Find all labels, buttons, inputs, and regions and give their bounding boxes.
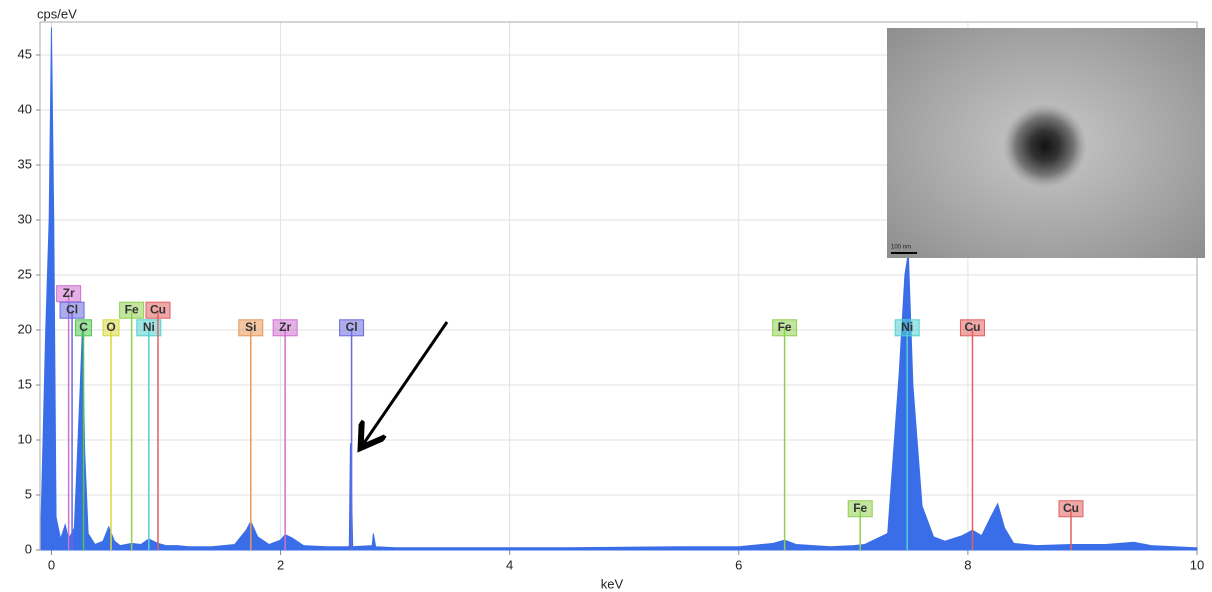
spectrum-area <box>40 27 1198 551</box>
element-label: Cu <box>964 320 980 334</box>
element-label-box <box>102 319 120 337</box>
inset-image: 100 nm <box>887 28 1205 258</box>
y-axis-label: cps/eV <box>37 6 77 21</box>
y-tick-label: 30 <box>18 211 32 226</box>
y-tick-label: 40 <box>18 101 32 116</box>
x-tick-label: 6 <box>735 557 742 572</box>
element-label-box <box>894 319 920 337</box>
element-label-box <box>772 319 798 337</box>
y-tick-label: 20 <box>18 321 32 336</box>
y-tick-label: 15 <box>18 376 32 391</box>
element-label-box <box>339 319 365 337</box>
element-label-box <box>59 301 85 319</box>
element-label-box <box>238 319 264 337</box>
element-label: Cl <box>346 320 358 334</box>
y-tick-label: 25 <box>18 266 32 281</box>
y-tick-label: 35 <box>18 156 32 171</box>
arrow <box>364 321 449 443</box>
x-tick-label: 8 <box>964 557 971 572</box>
element-label: Cu <box>1063 501 1079 515</box>
element-label-box <box>136 319 162 337</box>
element-label: Fe <box>853 501 867 515</box>
element-label: Fe <box>778 320 792 334</box>
element-label: C <box>79 320 88 334</box>
x-tick-label: 0 <box>48 557 55 572</box>
element-label: Fe <box>125 302 139 316</box>
element-label-box <box>75 319 93 337</box>
y-tick-label: 10 <box>18 431 32 446</box>
y-tick-label: 45 <box>18 46 32 61</box>
element-label: Si <box>245 320 256 334</box>
element-label: Zr <box>63 286 75 300</box>
element-label: O <box>106 320 115 334</box>
inset-scale-label: 100 nm <box>891 245 911 251</box>
element-label-box <box>145 301 171 319</box>
x-tick-label: 10 <box>1190 557 1204 572</box>
element-label-box <box>847 500 873 518</box>
element-label: Zr <box>279 320 291 334</box>
y-tick-label: 0 <box>25 541 32 556</box>
element-label: Ni <box>901 320 913 334</box>
element-label: Cu <box>150 302 166 316</box>
x-tick-label: 4 <box>506 557 513 572</box>
x-axis-label: keV <box>601 576 624 591</box>
element-label: Ni <box>143 320 155 334</box>
x-tick-label: 2 <box>277 557 284 572</box>
element-label-box <box>119 301 145 319</box>
element-label: Cl <box>66 302 78 316</box>
element-label-box <box>272 319 298 337</box>
y-tick-label: 5 <box>25 486 32 501</box>
element-label-box <box>1058 500 1084 518</box>
element-label-box <box>959 319 985 337</box>
